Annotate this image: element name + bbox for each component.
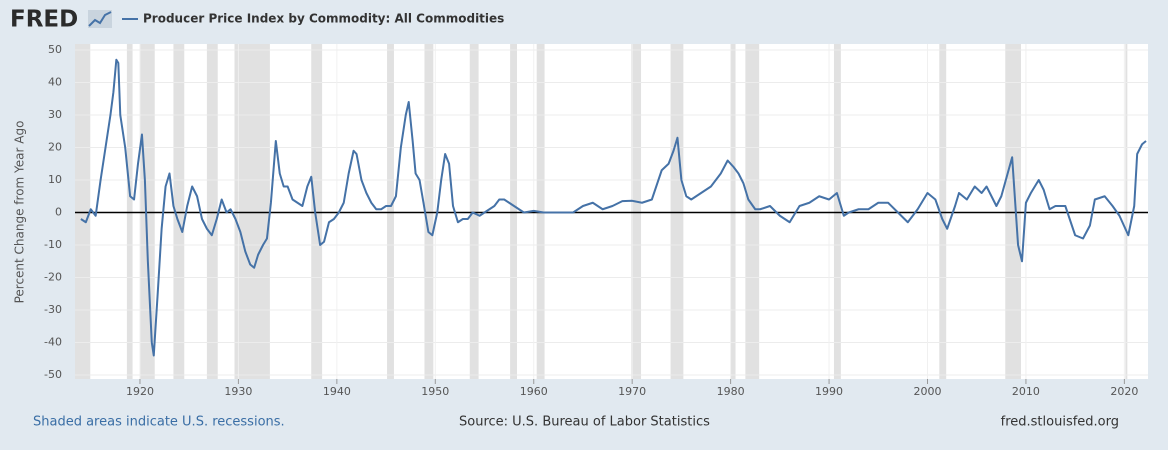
x-tick-label: 1990 — [815, 385, 843, 398]
x-tick-label: 1960 — [520, 385, 548, 398]
x-tick-label: 2010 — [1012, 385, 1040, 398]
recession-band — [206, 44, 218, 379]
y-axis-label: Percent Change from Year Ago — [13, 121, 27, 304]
x-tick-label: 1940 — [323, 385, 351, 398]
y-tick-label: -10 — [44, 238, 62, 251]
data-line — [80, 58, 1147, 357]
recession-band — [745, 44, 760, 379]
recession-band — [730, 44, 736, 379]
recession-band — [670, 44, 684, 379]
y-tick-label: -40 — [44, 336, 62, 349]
x-tick-label: 1980 — [717, 385, 745, 398]
x-tick-label: 1970 — [618, 385, 646, 398]
logo-icon — [88, 10, 112, 28]
y-tick-label: 20 — [48, 141, 62, 154]
recession-band — [1005, 44, 1022, 379]
x-tick-label: 1950 — [421, 385, 449, 398]
recession-band — [387, 44, 394, 379]
y-tick-label: -30 — [44, 303, 62, 316]
y-tick-label: 50 — [48, 43, 62, 56]
y-tick-label: -50 — [44, 368, 62, 381]
recession-band — [424, 44, 434, 379]
source: Source: U.S. Bureau of Labor Statistics — [459, 415, 710, 430]
recession-band — [75, 44, 91, 379]
y-tick-label: -20 — [44, 271, 62, 284]
x-tick-label: 1930 — [224, 385, 252, 398]
recession-band — [1125, 44, 1128, 379]
x-tick-label: 2000 — [913, 385, 941, 398]
brand-logo[interactable]: FRED — [10, 7, 78, 33]
y-tick-label: 10 — [48, 173, 62, 186]
legend-entry[interactable]: Producer Price Index by Commodity: All C… — [143, 12, 504, 26]
recession-band — [939, 44, 947, 379]
line-layer — [80, 58, 1147, 357]
y-tick-label: 30 — [48, 108, 62, 121]
recession-band — [631, 44, 642, 379]
x-tick-label: 2020 — [1110, 385, 1138, 398]
y-tick-label: 40 — [48, 76, 62, 89]
recession-band — [173, 44, 185, 379]
recession-band — [139, 44, 155, 379]
recession-band — [833, 44, 841, 379]
grid-layer: -50 -40 -30 -20 -10 0 10 20 30 40 50 1920 1930 1940 19… — [44, 43, 1148, 398]
recession-layer — [75, 44, 1128, 379]
recession-note[interactable]: Shaded areas indicate U.S. recessions. — [33, 415, 285, 430]
recession-band — [126, 44, 133, 379]
recession-band — [311, 44, 323, 379]
y-tick-label: 0 — [55, 206, 62, 219]
recession-band — [510, 44, 517, 379]
x-tick-label: 1920 — [126, 385, 154, 398]
recession-band — [234, 44, 270, 379]
recession-band — [469, 44, 479, 379]
site-url[interactable]: fred.stlouisfed.org — [1001, 415, 1119, 430]
